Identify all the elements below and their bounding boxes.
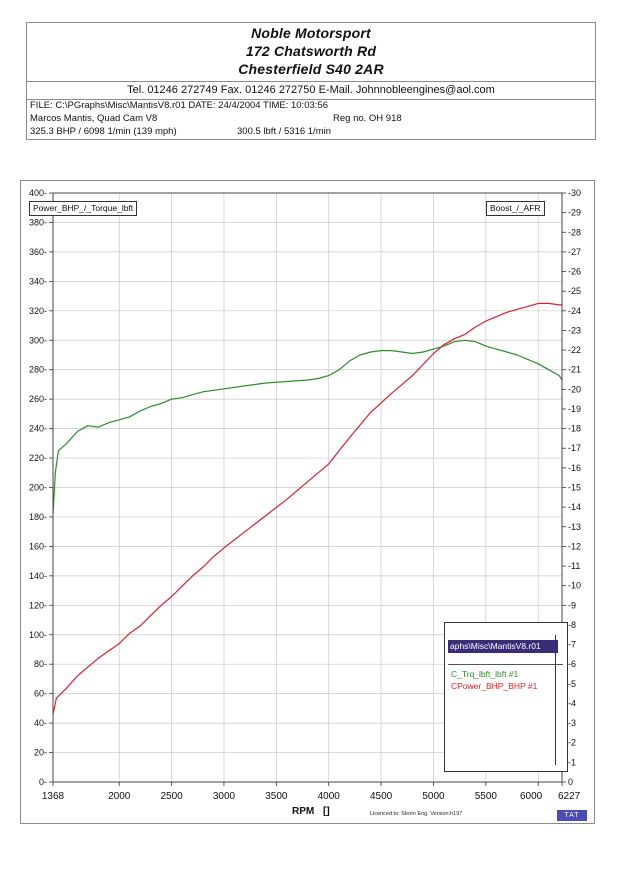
right-tick-label: -11 xyxy=(568,561,580,571)
company-name: Noble Motorsport xyxy=(251,25,371,41)
right-tick-label: -27 xyxy=(568,247,581,257)
x-tick-label: 3000 xyxy=(213,791,236,802)
plot-area-border xyxy=(52,192,563,783)
vehicle-description: Marcos Mantis, Quad Cam V8 xyxy=(30,113,158,124)
x-axis-label-text: RPM xyxy=(292,806,315,817)
left-tick-label: 0- xyxy=(39,777,47,787)
right-tick-label: -19 xyxy=(568,404,581,414)
left-tick-label: 260- xyxy=(29,394,47,404)
x-tick-label: 4500 xyxy=(370,791,393,802)
left-tick-label: 160- xyxy=(29,541,47,551)
contact-line: Tel. 01246 272749 Fax. 01246 272750 E-Ma… xyxy=(27,81,595,100)
right-tick-label: -6 xyxy=(568,659,576,669)
right-tick-label: -15 xyxy=(568,483,581,493)
left-tick-label: 340- xyxy=(29,276,47,286)
x-tick-label: 5500 xyxy=(475,791,498,802)
peak-power-summary: 325.3 BHP / 6098 1/min (139 mph) xyxy=(30,126,177,137)
x-tick-label: 2500 xyxy=(160,791,183,802)
x-tick-label: 2000 xyxy=(108,791,131,802)
right-tick-label: -29 xyxy=(568,208,581,218)
right-tick-label: -16 xyxy=(568,463,581,473)
legend-box: aphs\Misc\MantisV8.r01 C_Trq_lbft_lbft #… xyxy=(444,622,568,772)
left-tick-label: 20- xyxy=(34,748,47,758)
right-tick-label: -25 xyxy=(568,286,581,296)
left-tick-label: 380- xyxy=(29,217,47,227)
left-tick-label: 120- xyxy=(29,600,47,610)
left-tick-label: 200- xyxy=(29,483,47,493)
series-lines xyxy=(52,302,563,715)
right-axis-label: Boost_/_AFR xyxy=(486,201,545,216)
left-tick-label: 360- xyxy=(29,247,47,257)
right-tick-label: -23 xyxy=(568,325,581,335)
right-tick-label: -21 xyxy=(568,365,581,375)
left-tick-label: 400- xyxy=(29,188,47,198)
peak-torque-summary: 300.5 lbft / 5316 1/min xyxy=(237,126,332,137)
right-tick-label: -1 xyxy=(568,757,576,767)
legend-separator xyxy=(448,664,563,665)
x-tick-label: 6000 xyxy=(520,791,543,802)
x-axis-label-suffix: [] xyxy=(323,806,330,817)
right-tick-label: -26 xyxy=(568,267,581,277)
right-tick-label: -30 xyxy=(568,188,581,198)
x-tick-label: 1368 xyxy=(42,791,65,802)
chart-frame xyxy=(20,180,595,824)
right-tick-label: -9 xyxy=(568,600,576,610)
left-tick-label: 40- xyxy=(34,718,47,728)
right-tick-label: -2 xyxy=(568,738,576,748)
right-tick-label: 0 xyxy=(568,777,573,787)
right-tick-label: -13 xyxy=(568,522,581,532)
torque-series-line xyxy=(52,339,563,515)
left-tick-label: 60- xyxy=(34,689,47,699)
right-tick-label: -28 xyxy=(568,227,581,237)
x-tick-label: 3500 xyxy=(265,791,288,802)
left-tick-label: 100- xyxy=(29,630,47,640)
right-tick-label: -4 xyxy=(568,698,576,708)
left-tick-label: 320- xyxy=(29,306,47,316)
right-tick-label: -22 xyxy=(568,345,581,355)
x-tick-label: 4000 xyxy=(318,791,341,802)
left-tick-label: 240- xyxy=(29,424,47,434)
right-tick-label: -12 xyxy=(568,541,581,551)
left-tick-label: 220- xyxy=(29,453,47,463)
left-tick-label: 180- xyxy=(29,512,47,522)
right-tick-label: -7 xyxy=(568,640,576,650)
dyno-report-header: Noble Motorsport 172 Chatsworth Rd Chest… xyxy=(26,22,596,140)
license-text: Licenced to: Storm Eng. Version:h197 xyxy=(370,811,463,817)
x-tick-label: 6227 xyxy=(558,791,581,802)
left-tick-label: 140- xyxy=(29,571,47,581)
right-tick-label: -18 xyxy=(568,424,581,434)
right-tick-label: -17 xyxy=(568,443,581,453)
legend-item-torque: C_Trq_lbft_lbft #1 xyxy=(451,669,519,679)
right-tick-label: -8 xyxy=(568,620,576,630)
company-address-line1: 172 Chatsworth Rd xyxy=(245,43,377,59)
left-tick-label: 280- xyxy=(29,365,47,375)
software-badge: TAT xyxy=(557,810,587,821)
power-series-line xyxy=(52,302,562,715)
right-tick-label: -14 xyxy=(568,502,581,512)
right-tick-label: -3 xyxy=(568,718,576,728)
legend-scroll-bar xyxy=(555,635,559,765)
right-tick-label: -24 xyxy=(568,306,581,316)
registration-number: Reg no. OH 918 xyxy=(333,113,402,124)
x-axis-label: RPM [] xyxy=(292,806,330,817)
left-tick-label: 80- xyxy=(34,659,47,669)
right-tick-label: -10 xyxy=(568,581,581,591)
right-tick-label: -20 xyxy=(568,384,581,394)
axis-tick-labels: 0-20-40-60-80-100-120-140-160-180-200-22… xyxy=(29,188,581,802)
file-info-line: FILE: C:\PGraphs\Misc\MantisV8.r01 DATE:… xyxy=(30,100,328,111)
legend-title: aphs\Misc\MantisV8.r01 xyxy=(448,640,558,653)
left-tick-label: 300- xyxy=(29,335,47,345)
company-address-line2: Chesterfield S40 2AR xyxy=(238,61,384,77)
x-tick-label: 5000 xyxy=(422,791,445,802)
right-tick-label: -5 xyxy=(568,679,576,689)
legend-item-power: CPower_BHP_BHP #1 xyxy=(451,681,538,691)
left-axis-label: Power_BHP_/_Torque_lbft xyxy=(29,201,138,216)
